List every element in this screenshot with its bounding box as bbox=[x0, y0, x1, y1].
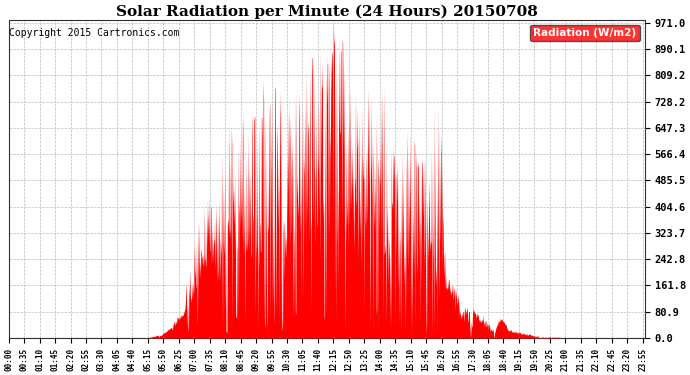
Text: Copyright 2015 Cartronics.com: Copyright 2015 Cartronics.com bbox=[9, 28, 179, 38]
Title: Solar Radiation per Minute (24 Hours) 20150708: Solar Radiation per Minute (24 Hours) 20… bbox=[116, 4, 538, 18]
Legend: Radiation (W/m2): Radiation (W/m2) bbox=[531, 25, 640, 41]
